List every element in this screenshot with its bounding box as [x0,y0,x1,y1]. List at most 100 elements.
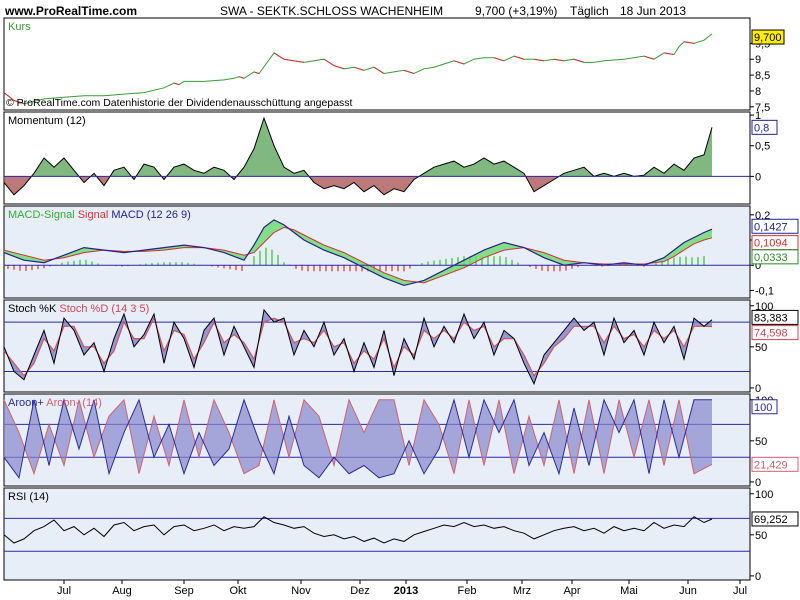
price-down-segment [333,65,345,70]
price-down-segment [13,100,25,105]
x-tick-label: 2013 [394,585,418,597]
x-tick-label: Mrz [513,585,531,597]
macd-legend: MACD-Signal Signal MACD (12 26 9) [8,209,191,221]
price-down-segment [353,66,365,71]
price-down-segment [173,82,180,86]
y-tick-label: 1 [755,110,761,122]
y-tick-label: 50 [755,530,767,542]
price-down-segment [373,66,385,74]
instrument-title: SWA - SEKTK.SCHLOSS WACHENHEIM [220,4,443,18]
momentum-line [3,116,713,196]
price-down-segment [3,92,15,101]
stoch-legend: Stoch %K Stoch %D (14 3 5) [8,303,149,315]
rsi-legend: RSI (14) [8,491,49,503]
panel-frame [3,487,751,581]
aroon-down-last-label-box [751,456,799,472]
panel-price: 7,588,599,5Kurs© ProRealTime.com Datenhi… [3,17,785,114]
y-tick-label: 0 [755,571,761,583]
price-legend: Kurs [8,21,31,33]
y-tick-label: 100 [755,301,773,313]
panel-stoch: 100 50 0 Stoch %K Stoch %D (14 3 5) 83,383 74… [3,299,799,395]
price-down-segment [453,60,465,65]
y-tick-label: 0 [755,171,761,183]
aroon-up-line [3,397,712,480]
histogram-last-label-box [751,249,799,265]
aroon-up-last-label-box [751,399,778,415]
macd-last-label: 0,1427 [754,221,788,233]
x-axis: Jul Aug Sep Okt Nov Dez 2013 Feb Mrz Apr Mai Jun Jul [57,580,747,597]
x-tick-label: Nov [291,585,311,597]
price-last-label: 9,700 [754,32,782,44]
site-label[interactable]: www.ProRealTime.com [4,4,137,18]
aroon-band [4,399,712,478]
y-tick-label: 50 [755,342,767,354]
panel-frame [3,17,751,111]
y-tick-label: 0 [755,383,761,395]
x-tick-label: Apr [563,585,580,597]
aroon-down-last-label: 21,429 [754,459,788,471]
y-tick-label: 8 [755,86,761,98]
price-down-segment [513,55,525,60]
momentum-last-label: 0,8 [754,122,769,134]
y-tick-label: 8,5 [755,70,770,82]
stoch-k-last-label-box [751,309,799,325]
panel-frame [3,299,751,393]
aroon-legend: Aroon+ Aroon- (14) [8,397,102,409]
price-down-segment [273,52,285,60]
price-down-segment [403,69,415,74]
y-tick-label: 0,5 [755,141,770,153]
signal-last-label: 0,1094 [754,238,788,250]
panel-momentum: 0 0,5 1 Momentum (12) 0,8 [3,110,778,205]
signal-line [3,226,713,284]
y-tick-label: 9 [755,54,761,66]
price-down-segment [493,57,505,62]
y-tick-label: 100 [755,489,773,501]
macd-line [3,219,713,287]
momentum-last-label-box [751,119,778,135]
y-tick-label: 7,5 [755,102,770,114]
price-down-segment [573,58,585,63]
stoch-d-last-label: 74,598 [754,328,788,340]
x-tick-label: Jul [733,585,747,597]
panel-rsi: 100 50 0 RSI (14) 69,252 [3,487,799,583]
price-down-segment [553,58,565,62]
histogram-last-label: 0,0333 [754,252,788,264]
momentum-legend: Momentum (12) [8,115,86,127]
period-label: Täglich [570,4,609,18]
rsi-last-label-box [751,511,799,527]
price-down-segment [683,41,695,44]
price-down-segment [238,76,245,79]
quote-label: 9,700 (+3,19%) [475,4,557,18]
price-down-segment [533,58,545,62]
history-note: © ProRealTime.com Datenhistorie der Divi… [6,97,353,109]
x-tick-label: Jul [57,585,71,597]
stoch-d-last-label-box [751,325,799,341]
y-tick-label: 50 [755,436,767,448]
x-tick-label: Aug [112,585,132,597]
x-tick-label: Mai [620,585,638,597]
price-down-segment [643,55,655,60]
x-tick-label: Jun [679,585,697,597]
y-tick-label: 0 [755,260,761,272]
rsi-line [3,516,713,544]
stoch-k-line [3,308,713,386]
x-tick-label: Sep [174,585,194,597]
price-down-segment [283,58,305,63]
date-label: 18 Jun 2013 [620,4,686,18]
stoch-k-last-label: 83,383 [754,312,788,324]
aroon-up-last-label: 100 [754,402,772,414]
price-down-segment [323,58,335,67]
x-tick-label: Okt [229,585,246,597]
y-tick-label: -0,1 [755,285,774,297]
price-down-segment [253,71,260,74]
price-down-segment [663,52,675,55]
price-last-box [751,29,785,45]
panel-frame [3,111,751,205]
macd-last-label-box [751,218,799,234]
x-tick-label: Feb [458,585,477,597]
x-tick-label: Dez [350,585,370,597]
aroon-down-line [3,398,713,476]
